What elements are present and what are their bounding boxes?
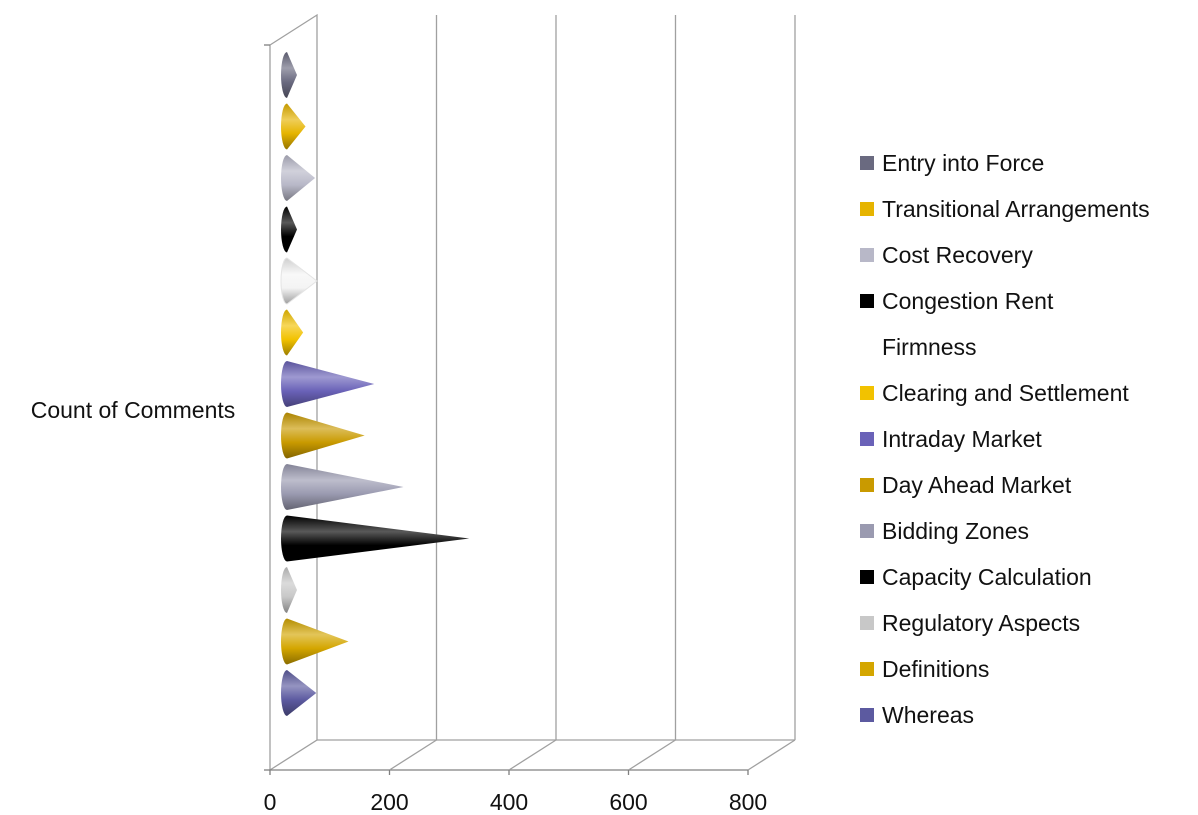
legend-item: Day Ahead Market: [860, 462, 1150, 508]
cone-entry-into-force: [281, 52, 297, 98]
cone-day-ahead-market: [281, 412, 365, 459]
cone-transitional-arrangements: [281, 103, 306, 150]
legend-swatch: [860, 294, 874, 308]
cone-regulatory-aspects: [281, 567, 297, 613]
legend-swatch: [860, 386, 874, 400]
y-axis-label: Count of Comments: [31, 397, 236, 423]
floor-gridline: [389, 739, 437, 771]
legend-label: Cost Recovery: [882, 241, 1033, 268]
legend-swatch: [860, 248, 874, 262]
x-tick-label: 400: [490, 789, 528, 815]
cone-bidding-zones: [281, 464, 404, 510]
x-tick-label: 200: [370, 789, 408, 815]
legend-label: Clearing and Settlement: [882, 379, 1129, 406]
legend-swatch: [860, 478, 874, 492]
legend-item: Whereas: [860, 692, 1150, 738]
legend-label: Transitional Arrangements: [882, 195, 1150, 222]
legend-label: Definitions: [882, 655, 990, 682]
legend-swatch: [860, 570, 874, 584]
legend-item: Transitional Arrangements: [860, 186, 1150, 232]
cone-definitions: [281, 618, 349, 665]
legend-swatch: [860, 524, 874, 538]
cone-clearing-and-settlement: [281, 309, 304, 356]
cone-firmness: [280, 257, 318, 305]
chart-walls: [264, 13, 796, 775]
legend-item: Congestion Rent: [860, 278, 1150, 324]
legend-item: Intraday Market: [860, 416, 1150, 462]
floor-gridline: [628, 739, 676, 771]
legend-item: Entry into Force: [860, 140, 1150, 186]
legend-item: Capacity Calculation: [860, 554, 1150, 600]
cone-congestion-rent: [281, 206, 297, 253]
legend-swatch: [860, 156, 874, 170]
legend-label: Bidding Zones: [882, 517, 1030, 544]
legend-label: Whereas: [882, 701, 975, 728]
cone-intraday-market: [281, 361, 375, 407]
legend-swatch: [860, 708, 874, 722]
legend-label: Regulatory Aspects: [882, 609, 1081, 636]
legend-label: Congestion Rent: [882, 287, 1054, 314]
cone-capacity-calculation: [281, 515, 470, 562]
legend-swatch: [860, 340, 874, 354]
legend-item: Regulatory Aspects: [860, 600, 1150, 646]
legend-swatch: [860, 616, 874, 630]
x-tick-label: 0: [264, 789, 277, 815]
legend-label: Day Ahead Market: [882, 471, 1072, 498]
cone-cost-recovery: [281, 155, 316, 201]
legend-item: Cost Recovery: [860, 232, 1150, 278]
chart-legend: Entry into Force Transitional Arrangement…: [860, 140, 1150, 738]
legend-swatch: [860, 432, 874, 446]
x-tick-label: 600: [609, 789, 647, 815]
floor-gridline: [747, 739, 796, 771]
legend-item: Clearing and Settlement: [860, 370, 1150, 416]
cone-whereas: [281, 670, 317, 716]
legend-swatch: [860, 662, 874, 676]
legend-label: Firmness: [882, 333, 977, 360]
legend-item: Definitions: [860, 646, 1150, 692]
legend-swatch: [860, 202, 874, 216]
legend-label: Intraday Market: [882, 425, 1042, 452]
legend-item: Firmness: [860, 324, 1150, 370]
x-tick-label: 800: [729, 789, 767, 815]
floor-gridline: [508, 739, 557, 771]
legend-label: Entry into Force: [882, 149, 1045, 176]
legend-label: Capacity Calculation: [882, 563, 1092, 590]
legend-item: Bidding Zones: [860, 508, 1150, 554]
cones: [280, 52, 470, 716]
